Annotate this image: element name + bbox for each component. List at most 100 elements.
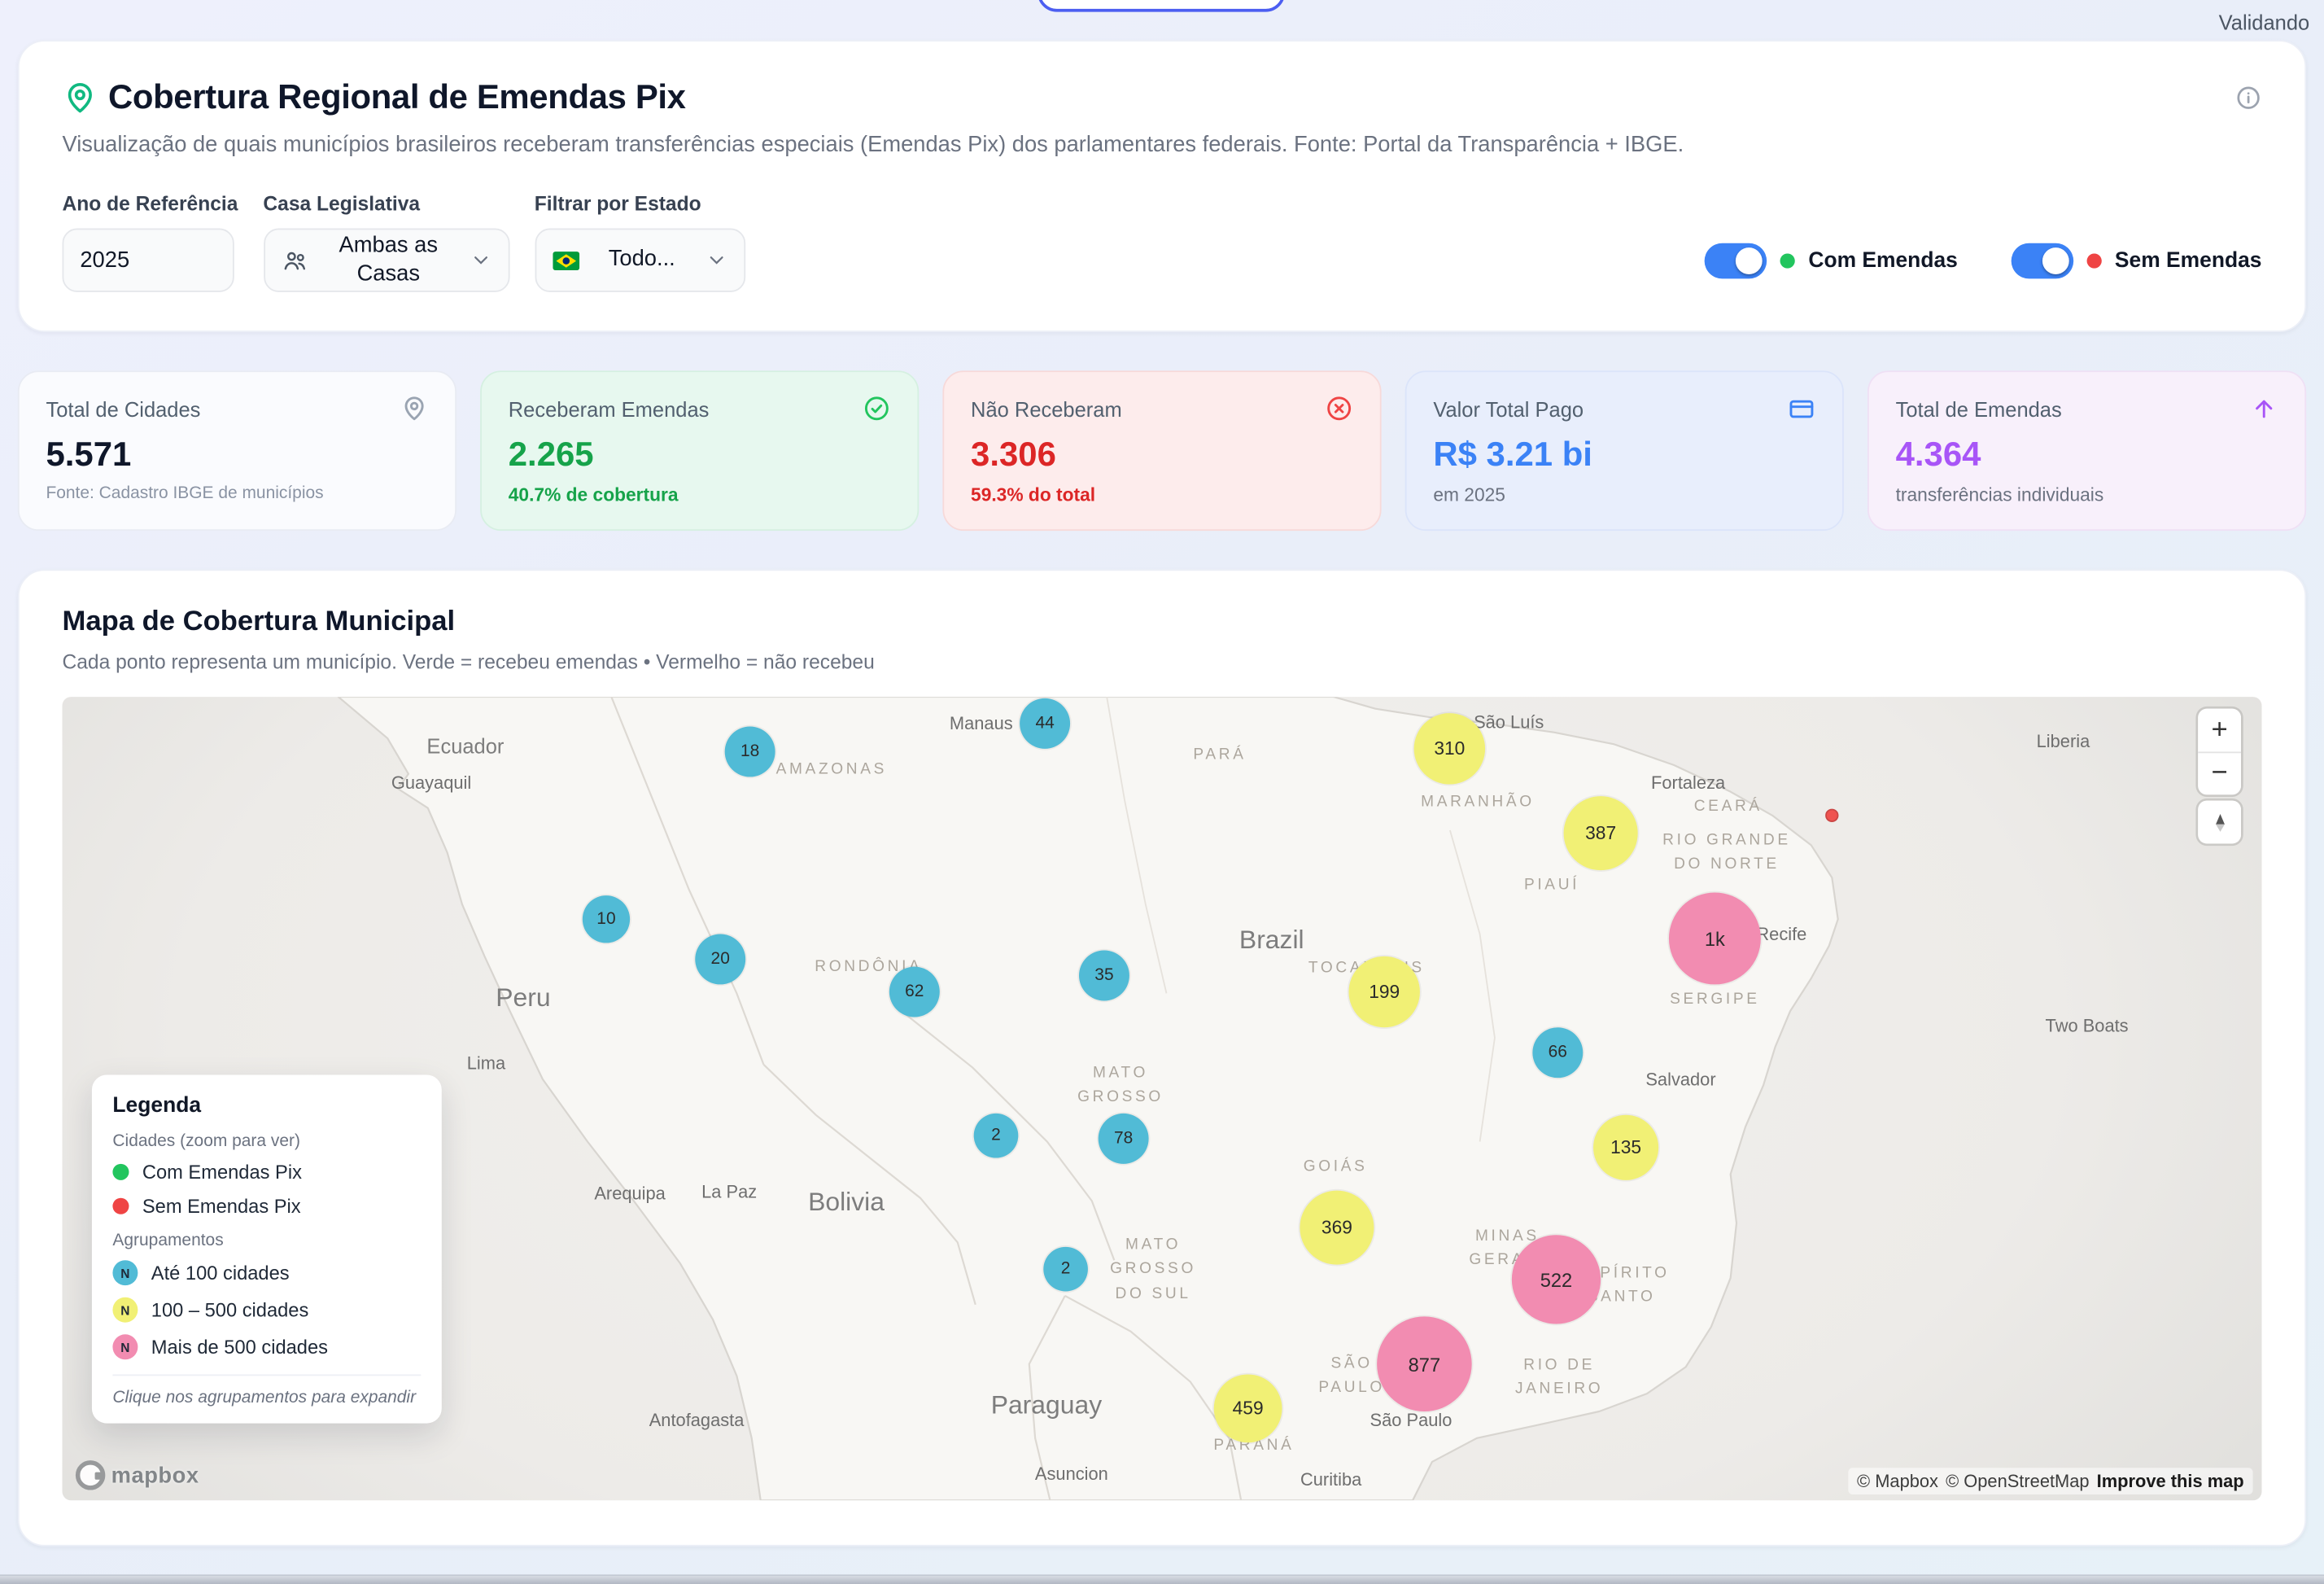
toggle-group-com-emendas: Com Emendas [1704,242,1958,278]
map-cluster-medium[interactable]: 135 [1593,1114,1659,1180]
map-attribution: © Mapbox © OpenStreetMap Improve this ma… [1848,1468,2253,1495]
legend-city-items: Com Emendas Pix Sem Emendas Pix [112,1161,421,1217]
stat-value: 5.571 [46,434,132,474]
people-icon [283,251,305,269]
map-card: Mapa de Cobertura Municipal Cada ponto r… [17,569,2307,1547]
state-select[interactable]: Todo... [534,228,745,292]
map-cluster-small[interactable]: 62 [889,966,940,1017]
legend-group-items: N Até 100 cidades N 100 – 500 cidades N Mais … [112,1260,421,1360]
map-cluster-small[interactable]: 2 [973,1113,1019,1158]
map-cluster-small[interactable]: 20 [695,934,746,985]
legend-cluster-icon: N [112,1297,138,1323]
plus-icon: + [2211,714,2228,746]
map-cluster-small[interactable]: 66 [1532,1027,1584,1079]
map-cluster-medium[interactable]: 369 [1300,1190,1374,1265]
map-cluster-large[interactable]: 877 [1377,1316,1472,1412]
south-america-landmass [337,697,1839,1501]
mapbox-logo[interactable]: mapbox [75,1460,199,1490]
stat-card-red: Não Receberam 3.306 59.3% do total [942,370,1382,532]
toggle-knob [2042,247,2069,274]
chevron-down-icon [474,256,487,265]
map-point-sem-emendas[interactable] [1825,808,1839,822]
credit-card-icon [1788,395,1816,423]
house-select-value: Ambas as Casas [339,232,439,286]
map-section-subtitle: Cada ponto representa um município. Verd… [62,650,875,673]
toggle-sem-emendas[interactable] [2011,242,2073,278]
stat-label: Total de Cidades [46,396,201,421]
map-cluster-small[interactable]: 10 [582,895,631,943]
page-subtitle: Visualização de quais municípios brasile… [62,132,1684,158]
compass-needle-icon [2215,813,2225,831]
stat-subtext: 59.3% do total [971,484,1096,506]
stat-subtext: em 2025 [1433,484,1505,506]
legend-groups-label: Agrupamentos [112,1232,224,1250]
legend-item-label: Com Emendas Pix [142,1161,302,1184]
legend-group-item: N Mais de 500 cidades [112,1334,421,1360]
stat-value: 4.364 [1895,434,1981,474]
compass-button[interactable] [2198,800,2242,844]
stat-card-blue: Valor Total Pago R$ 3.21 bi em 2025 [1404,370,1844,532]
stat-label: Valor Total Pago [1433,396,1584,421]
legend-cities-label: Cidades (zoom para ver) [112,1132,300,1151]
map-cluster-small[interactable]: 18 [724,726,775,777]
attribution-improve-link[interactable]: Improve this map [2096,1470,2244,1492]
toggle-label: Com Emendas [1808,248,1958,273]
map-cluster-medium[interactable]: 199 [1348,956,1420,1028]
legend-group-item: N 100 – 500 cidades [112,1297,421,1323]
map-cluster-medium[interactable]: 459 [1213,1374,1282,1443]
map-navigation-control: + − [2198,708,2242,844]
attribution-osm[interactable]: © OpenStreetMap [1946,1470,2090,1492]
map-section-title: Mapa de Cobertura Municipal [62,606,456,638]
zoom-in-button[interactable]: + [2198,708,2242,752]
toggle-knob [1736,247,1763,274]
map-cluster-medium[interactable]: 310 [1413,713,1486,785]
page-title: Cobertura Regional de Emendas Pix [107,77,686,116]
filter-state: Filtrar por Estado Todo... [534,193,745,292]
stat-card-purple: Total de Emendas 4.364 transferências indi… [1868,370,2307,532]
attribution-mapbox[interactable]: © Mapbox [1857,1470,1938,1492]
map-cluster-small[interactable]: 2 [1043,1246,1088,1292]
filter-year: Ano de Referência [62,192,238,292]
map-cluster-medium[interactable]: 387 [1563,796,1638,871]
check-circle-icon [863,395,891,423]
top-partial-button[interactable] [1038,0,1286,12]
map-cluster-small[interactable]: 44 [1020,698,1071,749]
legend-group-item: N Até 100 cidades [112,1260,421,1286]
map-cluster-small[interactable]: 78 [1098,1113,1149,1164]
map-pin-icon [68,82,92,112]
legend-city-item: Sem Emendas Pix [112,1195,421,1217]
legend-cluster-icon: N [112,1334,138,1360]
map-cluster-large[interactable]: 522 [1511,1235,1601,1324]
status-dot [1780,252,1795,268]
stat-subtext: transferências individuais [1895,484,2104,506]
stat-label: Total de Emendas [1895,396,2062,421]
map-canvas[interactable]: Ecuador Guayaquil Manaus AMAZONAS PARÁ São Lu… [62,697,2262,1501]
legend-item-label: Sem Emendas Pix [142,1195,301,1218]
mapbox-logo-icon [75,1460,106,1490]
validating-status-text: Validando [2218,10,2310,34]
stat-label: Não Receberam [971,396,1122,421]
state-select-value: Todo... [608,246,675,272]
stat-subtext: Fonte: Cadastro IBGE de municípios [46,484,324,503]
toggles: Com Emendas Sem Emendas [1704,229,2262,292]
stat-label: Receberam Emendas [508,396,710,421]
info-icon[interactable] [2235,84,2262,111]
map-pin-icon [400,395,429,423]
legend-item-label: 100 – 500 cidades [151,1298,309,1321]
toggle-com-emendas[interactable] [1704,242,1767,278]
minus-icon: − [2211,757,2228,790]
stat-value: 2.265 [508,434,594,474]
chevron-down-icon [709,256,723,265]
year-input[interactable] [80,247,216,273]
filter-year-label: Ano de Referência [62,192,238,216]
zoom-out-button[interactable]: − [2198,751,2242,795]
legend-cluster-icon: N [112,1260,138,1286]
legend-dot [112,1163,129,1180]
toggle-label: Sem Emendas [2114,248,2262,273]
map-cluster-small[interactable]: 35 [1079,950,1129,1001]
legend-hint: Clique nos agrupamentos para expandir [112,1374,422,1407]
stat-value: R$ 3.21 bi [1433,434,1592,474]
house-select[interactable]: Ambas as Casas [263,228,509,292]
map-cluster-large[interactable]: 1k [1668,892,1761,985]
